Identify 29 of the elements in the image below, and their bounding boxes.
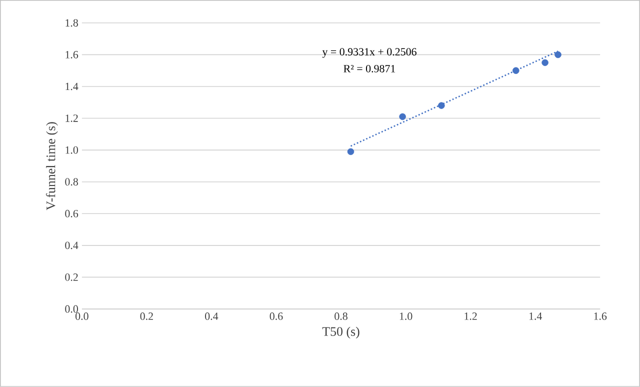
x-tick-label: 1.0 <box>400 312 412 320</box>
point <box>438 102 445 109</box>
annotation: y = 0.9331x + 0.2506 <box>322 48 416 58</box>
x-axis-title: T50 (s) <box>322 326 360 339</box>
y-tick-label: 1.6 <box>66 51 78 58</box>
y-axis-title: V-funnel time (s) <box>46 122 58 210</box>
point <box>542 59 548 66</box>
y-tick-label: 1.4 <box>66 82 78 90</box>
y-tick-label: 1.2 <box>66 114 78 122</box>
y-tick-label: 1.8 <box>66 19 78 27</box>
y-tick-label: 0.4 <box>65 242 78 250</box>
annotation: R² = 0.9871 <box>344 64 396 72</box>
x-tick-label: 0.8 <box>334 312 348 320</box>
y-tick-label: 0.6 <box>65 210 78 218</box>
y-tick-label: 1.0 <box>66 146 78 154</box>
x-tick-label: 0.0 <box>76 312 88 320</box>
y-tick-label: 0.2 <box>65 274 78 281</box>
x-tick-label: 0.2 <box>140 312 153 320</box>
y-tick-label: 0.0 <box>65 305 78 313</box>
x-tick-label: 0.6 <box>270 312 283 320</box>
point <box>347 148 354 156</box>
x-tick-label: 1.2 <box>464 312 477 320</box>
point <box>512 67 520 74</box>
x-tick-label: 1.4 <box>529 312 542 320</box>
x-tick-label: 1.6 <box>594 312 607 320</box>
y-tick-label: 0.8 <box>65 178 78 186</box>
point <box>399 113 406 120</box>
point <box>554 51 562 58</box>
x-tick-label: 0.4 <box>205 312 218 320</box>
